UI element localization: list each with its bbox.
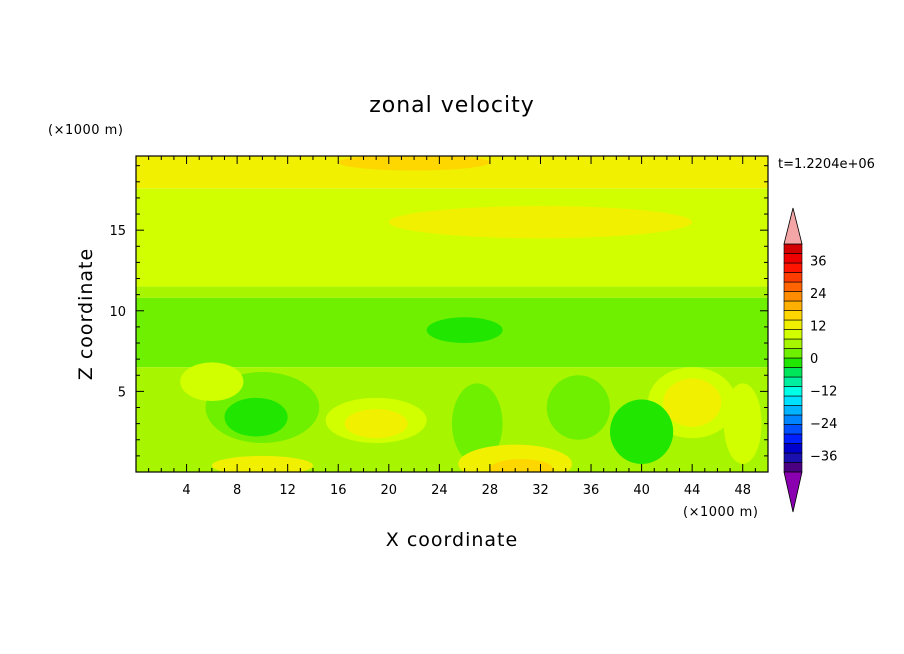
- colorbar-segment: [783, 243, 803, 254]
- x-tick-label: 48: [734, 483, 751, 498]
- colorbar-segment: [783, 443, 803, 454]
- colorbar-tick-label: −12: [810, 385, 837, 400]
- x-tick-label: 4: [182, 483, 190, 498]
- x-axis-ticks: 4 8 12 16 20 24 28 32 36 40 44 48: [148, 156, 756, 498]
- x-tick-label: 20: [381, 483, 398, 498]
- colorbar-segment: [783, 405, 803, 416]
- x-unit-label: (×1000 m): [683, 505, 758, 520]
- field-contour-17: [723, 383, 762, 464]
- field-contour-11: [489, 459, 554, 472]
- x-tick-label: 32: [532, 483, 549, 498]
- colorbar-segment: [783, 395, 803, 406]
- colorbar-segment: [783, 414, 803, 425]
- colorbar-segment: [783, 357, 803, 368]
- field-contour-9: [452, 383, 503, 464]
- field-band-1: [136, 188, 768, 287]
- x-tick-label: 44: [684, 483, 701, 498]
- colorbar-segment: [783, 319, 803, 330]
- colorbar-tick-label: −24: [810, 417, 837, 432]
- y-tick-label: 15: [109, 224, 126, 239]
- colorbar-segment: [783, 367, 803, 378]
- colorbar-segment: [783, 452, 803, 463]
- x-tick-label: 12: [279, 483, 296, 498]
- colorbar-segment: [783, 310, 803, 321]
- colorbar-segment: [783, 338, 803, 349]
- colorbar-segment: [783, 433, 803, 444]
- field-contour-14: [663, 378, 722, 427]
- colorbar-segment: [783, 348, 803, 359]
- field-contour-2: [426, 317, 503, 344]
- field-contour-3: [527, 346, 756, 366]
- x-axis-label: X coordinate: [386, 529, 518, 551]
- colorbar-segment: [783, 329, 803, 340]
- time-label: t=1.2204e+06: [778, 157, 875, 172]
- field-contour-16: [610, 399, 674, 464]
- y-unit-label: (×1000 m): [48, 123, 123, 138]
- colorbar-segment: [783, 272, 803, 283]
- colorbar-segment: [783, 253, 803, 264]
- colorbar-segment: [783, 376, 803, 387]
- field-contour-15: [546, 375, 611, 440]
- field-contour-6: [180, 362, 244, 402]
- colorbar-tick-label: 0: [810, 352, 818, 367]
- y-axis-label: Z coordinate: [75, 248, 97, 380]
- x-tick-label: 16: [330, 483, 347, 498]
- colorbar-segment: [783, 262, 803, 273]
- field-band-2: [136, 286, 768, 298]
- field-contour-1: [388, 205, 693, 239]
- colorbar-tick-label: 12: [810, 319, 827, 334]
- colorbar-under-arrow: [783, 471, 803, 513]
- x-tick-label: 36: [583, 483, 600, 498]
- field-contour-8: [344, 409, 408, 439]
- colorbar-segment: [783, 386, 803, 397]
- colorbar-segment: [783, 281, 803, 292]
- colorbar-segment: [783, 300, 803, 311]
- velocity-field: [136, 156, 768, 472]
- colorbar-segment: [783, 424, 803, 435]
- x-tick-label: 8: [233, 483, 241, 498]
- colorbar-tick-label: −36: [810, 450, 837, 465]
- colorbar: −36 −24 −12 0 12 24 36: [783, 207, 837, 513]
- colorbar-tick-label: 24: [810, 287, 827, 302]
- colorbar-tick-label: 36: [810, 254, 827, 269]
- colorbar-segment: [783, 291, 803, 302]
- field-contour-5: [224, 397, 288, 437]
- x-tick-label: 28: [482, 483, 499, 498]
- y-tick-label: 10: [109, 305, 126, 320]
- x-tick-label: 40: [633, 483, 650, 498]
- chart-title: zonal velocity: [369, 93, 535, 118]
- colorbar-over-arrow: [783, 207, 803, 245]
- x-tick-label: 24: [431, 483, 448, 498]
- y-tick-label: 5: [118, 385, 126, 400]
- colorbar-segment: [783, 462, 803, 473]
- y-axis-ticks: 5 10 15: [109, 165, 768, 457]
